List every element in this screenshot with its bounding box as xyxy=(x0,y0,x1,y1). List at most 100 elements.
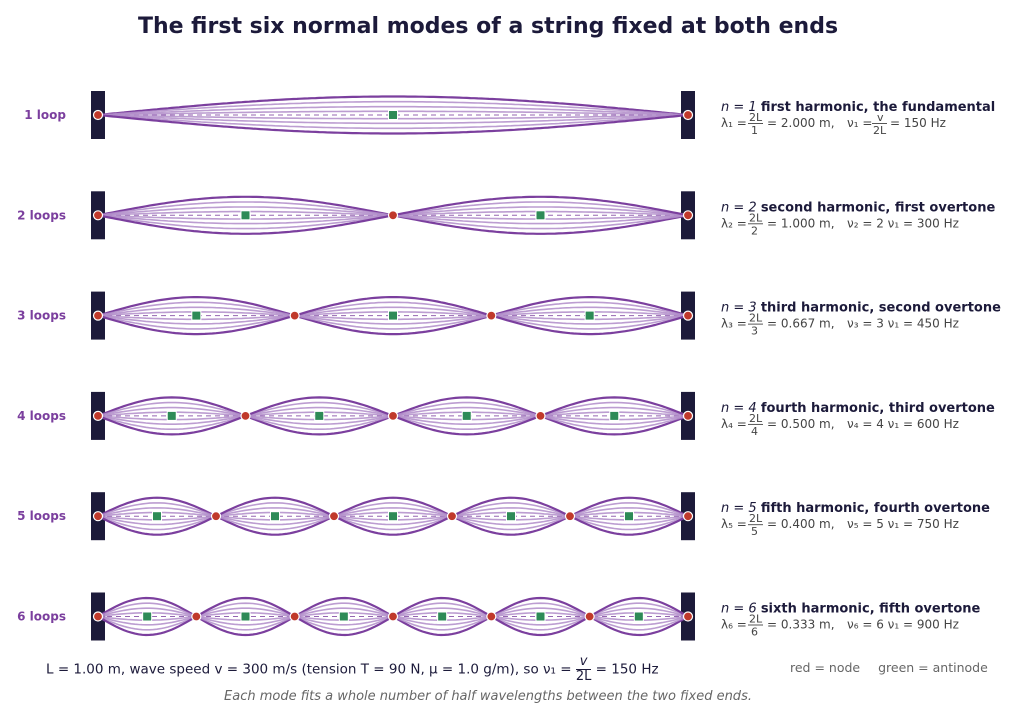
frequency-value: ν₂ = 2 ν₁ = 300 Hz xyxy=(847,216,959,230)
string-extreme-curve xyxy=(97,113,689,135)
string-extreme-curve xyxy=(97,95,689,117)
wavelength-fraction-denominator: 3 xyxy=(751,325,758,338)
wavelength-value: = 0.400 m, xyxy=(767,517,835,531)
legend-antinode: green = antinode xyxy=(878,660,988,675)
figure-title: The first six normal modes of a string f… xyxy=(137,14,839,39)
string-extreme-curve xyxy=(97,496,689,536)
mode-number: n = 6 xyxy=(721,602,761,617)
string-snapshot-curve xyxy=(97,100,689,116)
antinode-marker xyxy=(191,310,202,321)
fraction-numerator: v xyxy=(575,655,592,670)
mode-harmonic-line: n = 4 fourth harmonic, third overtone xyxy=(721,401,995,416)
mode-row-3: 3 loops n = 3 third harmonic, second over… xyxy=(17,291,1001,340)
string-snapshot-curve xyxy=(97,114,689,125)
mode-label: 2 loops xyxy=(17,208,66,222)
antinode-marker xyxy=(609,410,620,421)
mode-harmonic-line: n = 5 fifth harmonic, fourth overtone xyxy=(721,501,990,516)
node-marker xyxy=(682,310,694,321)
node-marker xyxy=(682,210,694,221)
mode-number: n = 1 xyxy=(721,100,761,115)
string-snapshot-curve xyxy=(97,507,689,526)
mode-row-2: 2 loops n = 2 second harmonic, first over… xyxy=(17,191,995,240)
caption: Each mode fits a whole number of half wa… xyxy=(224,689,752,704)
mode-harmonic-line: n = 1 first harmonic, the fundamental xyxy=(721,100,995,115)
string-snapshot-curve xyxy=(97,507,689,526)
mode-label: 4 loops xyxy=(17,409,66,423)
string-snapshot-curve xyxy=(97,114,689,130)
frequency-value: ν₄ = 4 ν₁ = 600 Hz xyxy=(847,417,959,431)
node-marker xyxy=(289,611,300,622)
antinode-marker xyxy=(535,611,546,622)
wavelength-fraction-denominator: 5 xyxy=(751,525,758,538)
harmonic-description: first harmonic, the fundamental xyxy=(761,100,995,115)
antinode-marker xyxy=(166,410,177,421)
wavelength-symbol: λ₅ = xyxy=(721,517,747,531)
wavelength-symbol: λ₄ = xyxy=(721,417,747,431)
wavelength-fraction-numerator: 2L xyxy=(749,512,763,525)
frequency-symbol: ν₁ = xyxy=(847,116,872,130)
node-marker xyxy=(92,611,104,622)
string-extreme-curve xyxy=(97,296,689,336)
legend-node: red = node xyxy=(790,660,861,675)
antinode-marker xyxy=(388,110,398,120)
wavelength-value: = 0.333 m, xyxy=(767,618,835,632)
node-marker xyxy=(92,410,104,421)
antinode-marker xyxy=(314,410,325,421)
string-snapshot-curve xyxy=(97,301,689,330)
node-marker xyxy=(584,611,595,622)
wavelength-fraction-numerator: 2L xyxy=(749,312,763,325)
frequency-value: = 150 Hz xyxy=(890,116,946,130)
harmonic-description: fourth harmonic, third overtone xyxy=(761,401,995,416)
node-marker xyxy=(387,611,399,622)
wavelength-fraction-denominator: 4 xyxy=(751,425,758,438)
wavelength-fraction-numerator: 2L xyxy=(749,613,763,626)
mode-row-6: 6 loops n = 6 sixth harmonic, fifth overt… xyxy=(17,592,981,641)
node-marker xyxy=(92,511,104,522)
mode-label: 6 loops xyxy=(17,610,66,624)
node-marker xyxy=(682,511,694,522)
antinode-marker xyxy=(388,511,398,522)
node-marker xyxy=(486,611,497,622)
harmonic-description: fifth harmonic, fourth overtone xyxy=(761,501,990,516)
wavelength-fraction-denominator: 1 xyxy=(751,124,758,137)
wavelength-value: = 0.667 m, xyxy=(767,317,835,331)
mode-number: n = 5 xyxy=(721,501,761,516)
frequency-fraction: v 2L xyxy=(575,655,592,684)
antinode-marker xyxy=(535,210,546,221)
wavelength-fraction-numerator: 2L xyxy=(749,111,763,124)
parameters-line: L = 1.00 m, wave speed v = 300 m/s (tens… xyxy=(46,655,659,684)
antinode-marker xyxy=(506,511,516,522)
mode-row-1: 1 loop n = 1 first harmonic, the fundamen… xyxy=(24,91,995,139)
mode-number: n = 4 xyxy=(721,401,761,416)
antinode-marker xyxy=(388,310,398,321)
antinode-marker xyxy=(240,611,251,622)
mode-harmonic-line: n = 2 second harmonic, first overtone xyxy=(721,200,995,215)
mode-harmonic-line: n = 6 sixth harmonic, fifth overtone xyxy=(721,602,981,617)
wavelength-symbol: λ₁ = xyxy=(721,116,747,130)
mode-number: n = 2 xyxy=(721,200,761,215)
parameters-text: L = 1.00 m, wave speed v = 300 m/s (tens… xyxy=(46,661,572,678)
antinode-marker xyxy=(152,511,162,522)
node-marker xyxy=(210,511,222,522)
node-marker xyxy=(446,511,458,522)
node-marker xyxy=(191,611,202,622)
node-marker xyxy=(289,310,300,321)
string-snapshot-curve xyxy=(97,502,689,531)
node-marker xyxy=(240,410,251,421)
legend: red = node green = antinode xyxy=(790,660,988,675)
mode-label: 5 loops xyxy=(17,509,66,523)
antinode-marker xyxy=(270,511,280,522)
node-marker xyxy=(682,611,694,622)
node-marker xyxy=(328,511,340,522)
mode-number: n = 3 xyxy=(721,301,761,316)
mode-label: 3 loops xyxy=(17,309,66,323)
fundamental-frequency-result: = 150 Hz xyxy=(595,661,659,678)
wavelength-fraction-numerator: 2L xyxy=(749,211,763,224)
wavelength-fraction-denominator: 2 xyxy=(751,224,758,237)
mode-row-5: 5 loops n = 5 fifth harmonic, fourth over… xyxy=(17,492,990,541)
harmonic-description: sixth harmonic, fifth overtone xyxy=(761,602,981,617)
string-snapshot-curve xyxy=(97,306,689,325)
string-snapshot-curve xyxy=(97,301,689,330)
node-marker xyxy=(486,310,497,321)
